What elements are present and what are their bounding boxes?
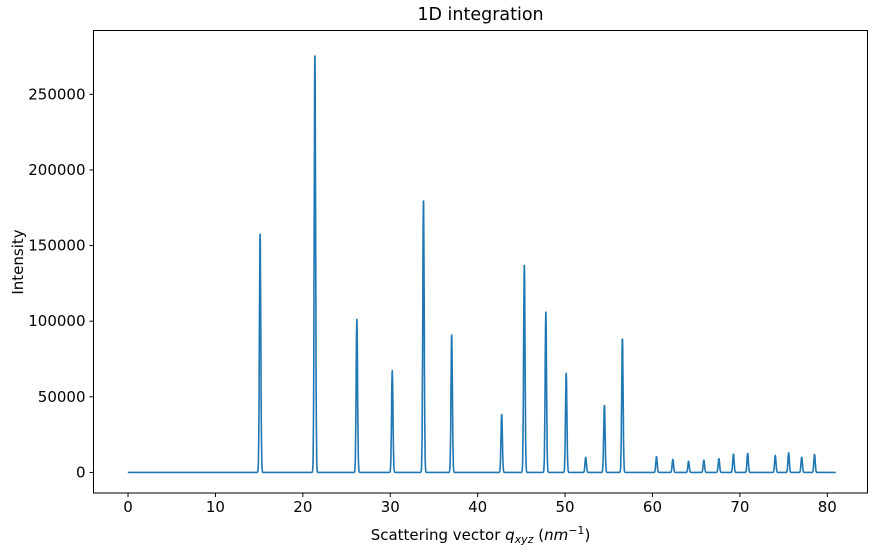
x-tick-label: 60 [643, 498, 662, 516]
x-tick-label: 10 [206, 498, 225, 516]
x-axis-label-part: −1 [568, 524, 585, 537]
y-tick-label: 50000 [38, 388, 86, 406]
chart-title: 1D integration [417, 5, 544, 25]
x-tick-label: 0 [123, 498, 133, 516]
y-tick-label: 0 [76, 463, 86, 481]
x-tick-label: 40 [468, 498, 487, 516]
x-axis-label-part: ) [584, 526, 591, 544]
x-tick-label: 70 [730, 498, 749, 516]
plot-area [93, 30, 868, 493]
x-axis-label-part: q [505, 526, 515, 544]
axes-frame [93, 30, 868, 494]
x-axis-label-part: ( [533, 526, 545, 544]
x-axis-label: Scattering vector qxyz (nm−1) [93, 524, 868, 546]
y-tick-label: 100000 [28, 312, 85, 330]
x-axis-label-part: xyz [514, 533, 534, 546]
x-tick-label: 20 [293, 498, 312, 516]
data-line [127, 55, 836, 474]
y-axis-label: Intensity [9, 229, 27, 295]
x-tick-label: 50 [556, 498, 575, 516]
y-tick-label: 150000 [28, 237, 85, 255]
x-tick-label: 80 [818, 498, 837, 516]
x-tick-label: 30 [381, 498, 400, 516]
y-tick-label: 200000 [28, 161, 85, 179]
y-tick-label: 250000 [28, 85, 85, 103]
x-axis-label-part: nm [544, 526, 569, 544]
x-axis-label-part: Scattering vector [370, 526, 506, 544]
